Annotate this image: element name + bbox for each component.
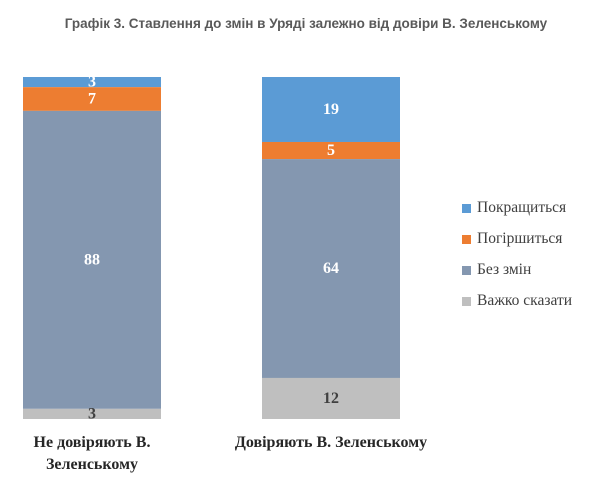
bar-segment-no-change-1 [262,159,400,378]
data-label-hard-to-say-0: 3 [88,405,96,422]
legend-item-improve: Покращиться [462,198,572,218]
bar-segment-hard-to-say-1 [262,377,400,419]
bar-segment-hard-to-say-0 [23,408,161,419]
legend-label-worsen: Погіршиться [477,230,563,247]
data-label-worsen-1: 5 [327,142,335,159]
legend-item-worsen: Погіршиться [462,229,572,249]
chart-legend: Покращиться Погіршиться Без змін Важко с… [462,198,572,322]
data-label-improve-0: 3 [88,74,96,91]
category-label-0-line-2: Зеленському [45,456,138,473]
legend-item-no-change: Без змін [462,260,572,280]
bar-segment-worsen-1 [262,141,400,160]
chart-title: Графік 3. Ставлення до змін в Уряді зале… [64,16,548,31]
bar-segment-worsen-0 [23,87,161,111]
data-label-worsen-0: 7 [88,91,96,108]
legend-item-hard-to-say: Важко сказати [462,291,572,311]
category-label-0-line-1: Не довіряють В. [33,434,151,451]
legend-swatch-hard-to-say [462,296,471,306]
category-label-1-line-1: Довіряють В. Зеленському [234,434,428,451]
category-label-1: Довіряють В. Зеленському [206,432,456,454]
legend-swatch-improve [462,203,471,213]
data-label-hard-to-say-1: 12 [323,390,339,407]
legend-swatch-worsen [462,234,471,244]
bar-segment-improve-1 [262,77,400,142]
data-label-no-change-0: 88 [84,251,100,268]
legend-label-improve: Покращиться [477,199,567,216]
legend-label-no-change: Без змін [477,261,532,278]
legend-swatch-no-change [462,265,471,275]
bar-segment-improve-0 [23,77,161,88]
data-label-improve-1: 19 [323,101,339,118]
category-label-0: Не довіряють В. Зеленському [2,432,182,476]
data-label-no-change-1: 64 [323,260,339,277]
legend-label-hard-to-say: Важко сказати [477,292,573,309]
bar-segment-no-change-0 [23,110,161,409]
